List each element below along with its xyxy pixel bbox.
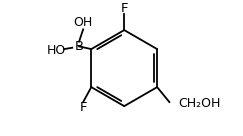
Text: F: F (79, 101, 87, 114)
Text: B: B (75, 40, 84, 53)
Text: F: F (121, 2, 128, 15)
Text: HO: HO (46, 44, 66, 57)
Text: CH₂OH: CH₂OH (178, 97, 221, 110)
Text: OH: OH (74, 16, 93, 29)
